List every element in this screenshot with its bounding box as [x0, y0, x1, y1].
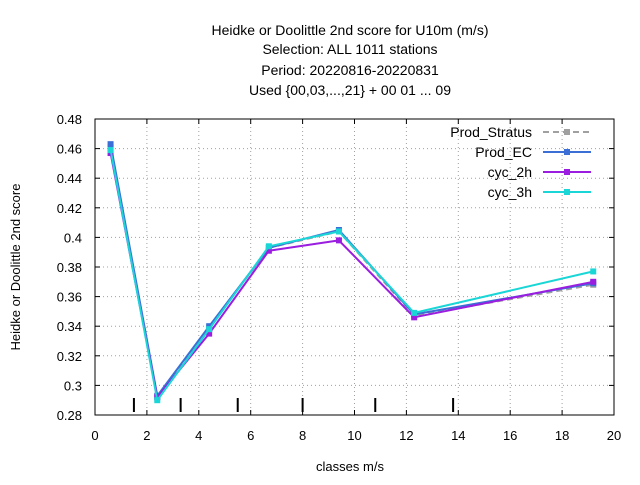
- x-tick-label: 14: [451, 428, 465, 443]
- series-point: [590, 268, 597, 275]
- series-point: [107, 147, 114, 154]
- series-point: [335, 237, 342, 244]
- series-point: [411, 314, 418, 321]
- y-tick-label: 0.42: [57, 201, 82, 216]
- chart-title-line-4: Used {00,03,...,21} + 00 01 ... 09: [249, 82, 451, 98]
- series-point: [335, 228, 342, 235]
- x-axis-label: classes m/s: [316, 459, 384, 474]
- y-tick-label: 0.38: [57, 260, 82, 275]
- axis-ticks: 0 2 4 6 8 10 12 14 16 18 20 0.28 0.3 0.32 0.34 0.36 0.38…: [57, 112, 622, 443]
- series-point: [206, 326, 213, 333]
- x-tick-label: 10: [347, 428, 361, 443]
- x-tick-label: 20: [607, 428, 621, 443]
- series-point: [590, 278, 597, 285]
- legend-label: Prod_EC: [475, 144, 532, 160]
- y-tick-label: 0.4: [64, 230, 82, 245]
- x-tick-label: 0: [91, 428, 98, 443]
- chart-title-line-2: Selection: ALL 1011 stations: [262, 41, 437, 57]
- chart-title-line-3: Period: 20220816-20220831: [261, 62, 439, 78]
- y-tick-label: 0.48: [57, 112, 82, 127]
- legend-swatch-marker: [564, 129, 570, 135]
- y-tick-label: 0.34: [57, 319, 82, 334]
- y-tick-label: 0.36: [57, 290, 82, 305]
- series-point: [411, 309, 418, 316]
- series-point: [206, 330, 213, 337]
- legend-swatch-marker: [564, 189, 570, 195]
- legend: Prod_Stratus Prod_EC cyc_2h cyc_3h: [450, 124, 591, 200]
- x-tick-label: 4: [195, 428, 202, 443]
- series-point: [154, 397, 161, 404]
- y-tick-label: 0.32: [57, 349, 82, 364]
- series-group: [107, 141, 597, 404]
- grid: [95, 119, 614, 415]
- legend-swatch-marker: [564, 169, 570, 175]
- legend-label: Prod_Stratus: [450, 124, 532, 140]
- x-tick-label: 2: [143, 428, 150, 443]
- y-axis-label: Heidke or Doolittle 2nd score: [8, 184, 23, 351]
- x-tick-label: 12: [399, 428, 413, 443]
- x-tick-label: 8: [299, 428, 306, 443]
- y-tick-label: 0.44: [57, 171, 82, 186]
- series-cyc-3h: [107, 147, 597, 404]
- x-tick-label: 16: [503, 428, 517, 443]
- x-tick-label: 6: [247, 428, 254, 443]
- class-boundary-markers: [132, 398, 455, 412]
- series-point: [265, 247, 272, 254]
- series-prod-stratus: [107, 144, 597, 401]
- x-tick-label: 18: [555, 428, 569, 443]
- series-point: [107, 141, 114, 148]
- series-line: [109, 144, 594, 397]
- y-tick-label: 0.28: [57, 408, 82, 423]
- chart-title-line-1: Heidke or Doolittle 2nd score for U10m (…: [212, 22, 489, 38]
- y-tick-label: 0.3: [64, 378, 82, 393]
- legend-swatch-marker: [564, 149, 570, 155]
- y-tick-label: 0.46: [57, 142, 82, 157]
- series-point: [265, 243, 272, 250]
- legend-label: cyc_2h: [488, 164, 532, 180]
- legend-label: cyc_3h: [488, 184, 532, 200]
